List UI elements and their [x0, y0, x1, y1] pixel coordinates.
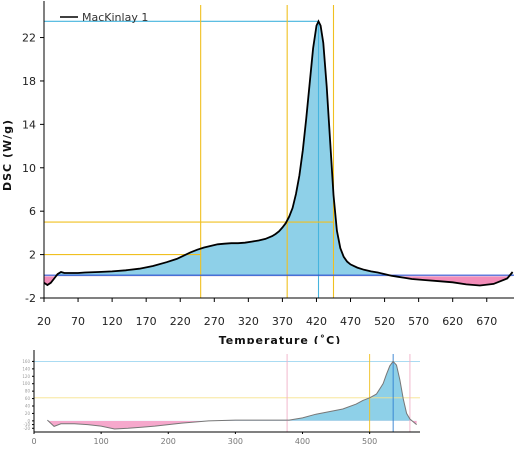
x-tick-label: 520	[374, 315, 395, 328]
main-plot-area	[43, 5, 514, 298]
y-tick-label: 140	[22, 366, 30, 371]
x-tick-label: 200	[161, 437, 176, 446]
x-tick-label: 300	[228, 437, 243, 446]
x-tick-label: 670	[476, 315, 497, 328]
x-tick-label: 170	[136, 315, 157, 328]
x-tick-label: 270	[204, 315, 225, 328]
x-tick-label: 620	[442, 315, 463, 328]
y-tick-label: -20	[23, 426, 30, 431]
main-axes: 20 70 120 170 220 270 320 370 420 470 520 570 620 670…	[22, 1, 514, 328]
y-tick-label: 22	[22, 32, 36, 45]
x-tick-label: 100	[93, 437, 108, 446]
y-tick-label: 6	[29, 205, 36, 218]
inset-plot-area	[34, 354, 420, 432]
y-tick-label: -2	[25, 292, 36, 305]
x-tick-label: 320	[238, 315, 259, 328]
y-tick-label: 60	[25, 396, 31, 401]
series-line	[47, 360, 417, 430]
x-tick-label: 470	[340, 315, 361, 328]
x-axis-title: Temperature (˚C)	[219, 334, 342, 344]
x-tick-label: 370	[272, 315, 293, 328]
positive-area-fill	[47, 361, 417, 421]
y-tick-label: 100	[22, 381, 30, 386]
y-tick-label: 2	[29, 249, 36, 262]
y-tick-label: 40	[25, 404, 31, 409]
y-tick-label: 14	[22, 118, 36, 131]
inset-axes: 0 100 200 300 400 500-20-10020406080100120140…	[22, 350, 420, 446]
positive-area-fill	[44, 21, 513, 277]
x-tick-label: 20	[37, 315, 51, 328]
y-tick-label: 10	[22, 162, 36, 175]
negative-area-fill	[44, 276, 510, 286]
main-dsc-chart: 20 70 120 170 220 270 320 370 420 470 520 570 620 670…	[1, 1, 514, 344]
y-axis-title: DSC (W/g)	[1, 119, 14, 191]
y-tick-label: 0	[27, 418, 30, 423]
y-tick-label: -10	[23, 422, 30, 427]
x-tick-label: 500	[362, 437, 377, 446]
x-tick-label: 220	[170, 315, 191, 328]
y-tick-label: 120	[22, 374, 30, 379]
y-tick-label: 20	[25, 411, 31, 416]
legend-label: MacKinlay 1	[82, 11, 148, 24]
legend: MacKinlay 1	[60, 11, 148, 24]
x-tick-label: 400	[295, 437, 310, 446]
y-tick-label: 18	[22, 75, 36, 88]
y-tick-label: 160	[22, 359, 30, 364]
x-tick-label: 570	[408, 315, 429, 328]
x-tick-label: 120	[102, 315, 123, 328]
x-tick-label: 70	[71, 315, 85, 328]
inset-dsc-chart: 0 100 200 300 400 500-20-10020406080100120140…	[22, 350, 420, 446]
x-tick-label: 0	[31, 437, 36, 446]
series-line	[43, 19, 514, 287]
x-tick-label: 420	[306, 315, 327, 328]
y-tick-label: 80	[25, 389, 31, 394]
